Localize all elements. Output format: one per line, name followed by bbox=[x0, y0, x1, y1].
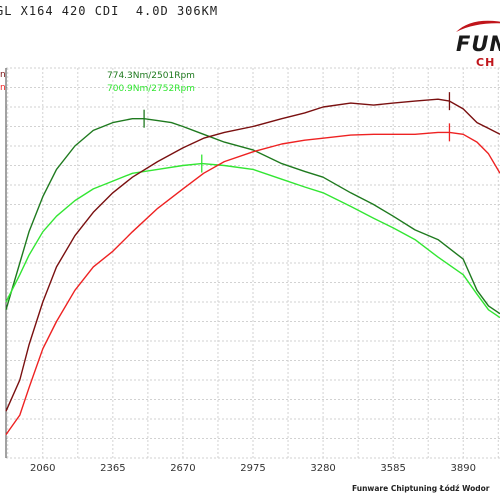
legend-label-fragment: n bbox=[0, 70, 6, 80]
logo-swoosh-icon bbox=[456, 20, 500, 32]
x-tick-label: 2060 bbox=[30, 463, 55, 474]
legend-label-fragment: n bbox=[0, 83, 6, 93]
x-axis-ticks: 2060 2365 2670 2975 3280 3585 3890 bbox=[30, 463, 476, 474]
brand-name: FUN bbox=[456, 32, 500, 56]
series-line-power_tuned bbox=[5, 98, 500, 412]
chart-annotations: 774.3Nm/2501Rpm 700.9Nm/2752Rpm nn bbox=[0, 70, 195, 94]
series-line-power_stock bbox=[5, 131, 500, 436]
x-tick-label: 3890 bbox=[451, 463, 476, 474]
x-tick-label: 3280 bbox=[310, 463, 335, 474]
series-line-torque_tuned bbox=[5, 118, 500, 315]
peak-label: 774.3Nm/2501Rpm bbox=[107, 71, 195, 81]
x-tick-label: 2670 bbox=[170, 463, 195, 474]
chart-series bbox=[5, 98, 500, 436]
x-tick-label: 3585 bbox=[380, 463, 405, 474]
chart-title: GL X164 420 CDI 4.0D 306KM bbox=[0, 4, 219, 18]
chart-markers bbox=[143, 92, 451, 173]
chart-grid bbox=[5, 67, 500, 459]
x-tick-label: 2975 bbox=[240, 463, 265, 474]
footer-credit: Funware Chiptuning Łódź Wodor bbox=[352, 484, 490, 493]
series-line-torque_stock bbox=[5, 162, 500, 319]
brand-logo: FUN CH bbox=[436, 18, 500, 70]
brand-sub: CH bbox=[476, 56, 496, 69]
peak-label: 700.9Nm/2752Rpm bbox=[107, 84, 195, 94]
x-tick-label: 2365 bbox=[100, 463, 125, 474]
